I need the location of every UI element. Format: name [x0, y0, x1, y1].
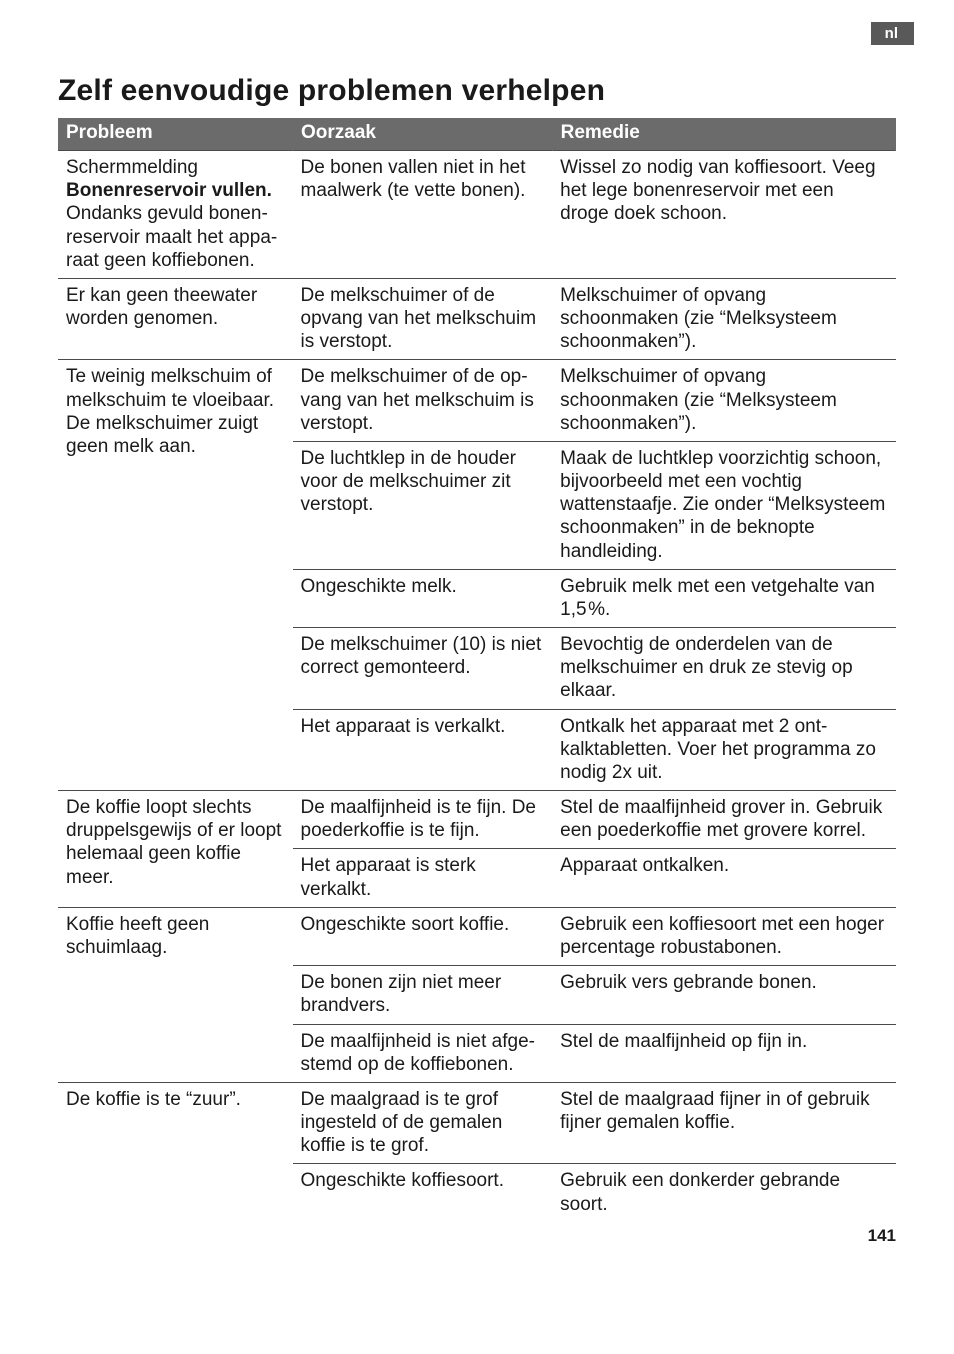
cell-remedy: Stel de maalgraad fijner in of ge­bruik … [552, 1082, 895, 1164]
cell-remedy: Gebruik een koffiesoort met een hoger pe… [552, 907, 895, 965]
table-row: Koffie heeft geen schuimlaag.Ongeschikte… [58, 907, 896, 965]
cell-remedy: Bevochtig de onderdelen van de melkschui… [552, 628, 895, 710]
table-row: De koffie is te “zuur”.De maalgraad is t… [58, 1082, 896, 1164]
cell-cause: De luchtklep in de houder voor de melksc… [293, 441, 553, 569]
cell-remedy: Melkschuimer of opvang schoonmaken (zie … [552, 278, 895, 360]
cell-remedy: Wissel zo nodig van koffiesoort. Veeg he… [552, 151, 895, 279]
cell-cause: De bonen vallen niet in het maalwerk (te… [293, 151, 553, 279]
cell-remedy: Stel de maalfijnheid grover in. Ge­bruik… [552, 791, 895, 849]
cell-remedy: Gebruik vers gebrande bonen. [552, 966, 895, 1024]
cell-cause: Het apparaat is verkalkt. [293, 709, 553, 791]
cell-problem: De koffie loopt slechts druppelsgewijs o… [58, 791, 293, 908]
cell-remedy: Gebruik een donkerder gebrande soort. [552, 1164, 895, 1222]
cell-cause: De melkschuimer of de op­vang van het me… [293, 360, 553, 442]
table-body: Schermmelding Bonenreservoir vullen. Ond… [58, 151, 896, 1222]
cell-remedy: Melkschuimer of opvang schoonmaken (zie … [552, 360, 895, 442]
cell-problem: De koffie is te “zuur”. [58, 1082, 293, 1221]
cell-remedy: Maak de luchtklep voorzichtig schoon, bi… [552, 441, 895, 569]
page-number: 141 [868, 1226, 896, 1246]
cell-cause: De melkschuimer of de opvang van het mel… [293, 278, 553, 360]
page-title: Zelf eenvoudige problemen verhelpen [58, 74, 896, 108]
language-tag: nl [871, 22, 914, 45]
col-header-cause: Oorzaak [293, 118, 553, 151]
table-row: De koffie loopt slechts druppelsgewijs o… [58, 791, 896, 849]
cell-cause: De maalgraad is te grof ingesteld of de … [293, 1082, 553, 1164]
cell-remedy: Stel de maalfijnheid op fijn in. [552, 1024, 895, 1082]
cell-cause: De maalfijnheid is niet afge­stemd op de… [293, 1024, 553, 1082]
table-row: Te weinig melkschuim of melkschuim te vl… [58, 360, 896, 442]
cell-problem: Schermmelding Bonenreservoir vullen. Ond… [58, 151, 293, 279]
troubleshooting-table: Probleem Oorzaak Remedie Schermmelding B… [58, 118, 896, 1222]
table-row: Schermmelding Bonenreservoir vullen. Ond… [58, 151, 896, 279]
cell-cause: Ongeschikte koffiesoort. [293, 1164, 553, 1222]
cell-cause: Het apparaat is sterk verkalkt. [293, 849, 553, 907]
cell-problem: Koffie heeft geen schuimlaag. [58, 907, 293, 1082]
cell-cause: Ongeschikte soort koffie. [293, 907, 553, 965]
cell-remedy: Apparaat ontkalken. [552, 849, 895, 907]
col-header-problem: Probleem [58, 118, 293, 151]
cell-cause: Ongeschikte melk. [293, 569, 553, 627]
col-header-remedy: Remedie [552, 118, 895, 151]
cell-cause: De maalfijnheid is te fijn. De poederkof… [293, 791, 553, 849]
cell-problem: Er kan geen theewater worden genomen. [58, 278, 293, 360]
table-row: Er kan geen theewater worden genomen.De … [58, 278, 896, 360]
cell-remedy: Gebruik melk met een vetgehalte van 1,5 … [552, 569, 895, 627]
cell-remedy: Ontkalk het apparaat met 2 ont­kalktable… [552, 709, 895, 791]
cell-cause: De melkschuimer (10) is niet correct gem… [293, 628, 553, 710]
cell-problem: Te weinig melkschuim of melkschuim te vl… [58, 360, 293, 791]
cell-cause: De bonen zijn niet meer brandvers. [293, 966, 553, 1024]
